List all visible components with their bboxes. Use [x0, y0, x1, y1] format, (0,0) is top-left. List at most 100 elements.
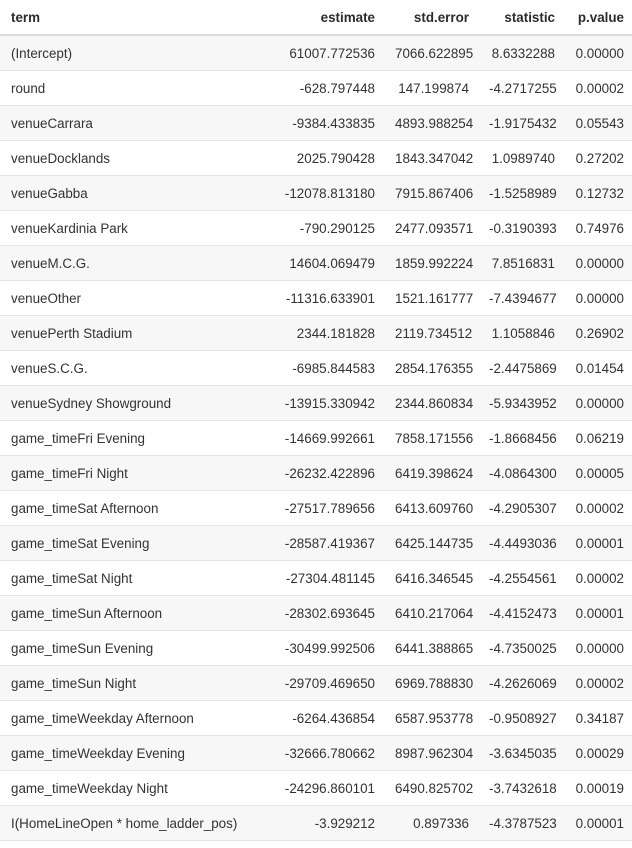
cell-p-value: 0.00019: [565, 770, 632, 806]
table-row: game_timeWeekday Afternoon -6264.436854 65…: [0, 700, 632, 736]
cell-statistic: 1.0989740: [479, 140, 565, 176]
cell-term: game_timeWeekday Afternoon: [0, 700, 268, 736]
cell-statistic: -4.4493036: [479, 525, 565, 561]
cell-term: game_timeSun Night: [0, 665, 268, 701]
cell-std-error: 6416.346545: [385, 560, 479, 596]
cell-estimate: -13915.330942: [268, 385, 385, 421]
cell-estimate: -28587.419367: [268, 525, 385, 561]
table-header-row: term estimate std.error statistic p.valu…: [0, 0, 632, 36]
table-row: venueS.C.G. -6985.844583 2854.176355 -2.447…: [0, 350, 632, 386]
cell-estimate: -28302.693645: [268, 595, 385, 631]
table-row: game_timeWeekday Evening -32666.780662 898…: [0, 735, 632, 771]
cell-term: venueSydney Showground: [0, 385, 268, 421]
cell-term: venueS.C.G.: [0, 350, 268, 386]
cell-p-value: 0.12732: [565, 175, 632, 211]
cell-statistic: -4.4152473: [479, 595, 565, 631]
table-row: venueSydney Showground -13915.330942 2344.…: [0, 385, 632, 421]
cell-statistic: -4.2626069: [479, 665, 565, 701]
table-row: game_timeSat Afternoon -27517.789656 6413.…: [0, 490, 632, 526]
cell-estimate: -27517.789656: [268, 490, 385, 526]
cell-estimate: -29709.469650: [268, 665, 385, 701]
cell-estimate: 2344.181828: [268, 315, 385, 351]
table-row: round -628.797448 147.199874 -4.2717255 0.00…: [0, 70, 632, 106]
column-header-statistic: statistic: [479, 0, 565, 36]
cell-term: venueCarrara: [0, 105, 268, 141]
cell-p-value: 0.00000: [565, 34, 632, 71]
cell-std-error: 6419.398624: [385, 455, 479, 491]
cell-estimate: -30499.992506: [268, 630, 385, 666]
cell-term: game_timeWeekday Night: [0, 770, 268, 806]
cell-std-error: 6969.788830: [385, 665, 479, 701]
cell-p-value: 0.00002: [565, 70, 632, 106]
cell-estimate: -32666.780662: [268, 735, 385, 771]
cell-statistic: -2.4475869: [479, 350, 565, 386]
cell-term: game_timeSat Night: [0, 560, 268, 596]
cell-statistic: -0.9508927: [479, 700, 565, 736]
cell-p-value: 0.00001: [565, 525, 632, 561]
table-row: game_timeFri Evening -14669.992661 7858.17…: [0, 420, 632, 456]
cell-std-error: 6587.953778: [385, 700, 479, 736]
table-row: venueOther -11316.633901 1521.161777 -7.439…: [0, 280, 632, 316]
table-body: (Intercept) 61007.772536 7066.622895 8.6332…: [0, 34, 632, 841]
column-header-std-error: std.error: [385, 0, 479, 36]
cell-estimate: 2025.790428: [268, 140, 385, 176]
cell-statistic: -4.2717255: [479, 70, 565, 106]
cell-term: game_timeSat Afternoon: [0, 490, 268, 526]
column-header-p-value: p.value: [565, 0, 632, 36]
cell-p-value: 0.34187: [565, 700, 632, 736]
cell-term: game_timeSun Afternoon: [0, 595, 268, 631]
cell-p-value: 0.00000: [565, 245, 632, 281]
table-row: venueGabba -12078.813180 7915.867406 -1.525…: [0, 175, 632, 211]
cell-std-error: 7915.867406: [385, 175, 479, 211]
cell-std-error: 1521.161777: [385, 280, 479, 316]
cell-std-error: 1859.992224: [385, 245, 479, 281]
cell-p-value: 0.00002: [565, 490, 632, 526]
cell-term: game_timeWeekday Evening: [0, 735, 268, 771]
cell-std-error: 4893.988254: [385, 105, 479, 141]
cell-statistic: -4.7350025: [479, 630, 565, 666]
cell-std-error: 1843.347042: [385, 140, 479, 176]
cell-term: game_timeFri Evening: [0, 420, 268, 456]
table-row: game_timeSat Evening -28587.419367 6425.14…: [0, 525, 632, 561]
cell-statistic: -4.2554561: [479, 560, 565, 596]
table-row: venuePerth Stadium 2344.181828 2119.734512…: [0, 315, 632, 351]
cell-term: venueKardinia Park: [0, 210, 268, 246]
cell-p-value: 0.01454: [565, 350, 632, 386]
cell-term: venuePerth Stadium: [0, 315, 268, 351]
cell-p-value: 0.00029: [565, 735, 632, 771]
cell-estimate: -12078.813180: [268, 175, 385, 211]
cell-std-error: 8987.962304: [385, 735, 479, 771]
cell-estimate: -9384.433835: [268, 105, 385, 141]
cell-std-error: 147.199874: [385, 70, 479, 106]
cell-std-error: 2477.093571: [385, 210, 479, 246]
cell-p-value: 0.00000: [565, 385, 632, 421]
cell-statistic: 1.1058846: [479, 315, 565, 351]
cell-term: game_timeFri Night: [0, 455, 268, 491]
cell-estimate: -24296.860101: [268, 770, 385, 806]
cell-p-value: 0.00002: [565, 665, 632, 701]
cell-p-value: 0.00000: [565, 280, 632, 316]
cell-term: (Intercept): [0, 34, 268, 71]
cell-p-value: 0.05543: [565, 105, 632, 141]
cell-term: round: [0, 70, 268, 106]
cell-estimate: -11316.633901: [268, 280, 385, 316]
cell-estimate: -27304.481145: [268, 560, 385, 596]
cell-p-value: 0.26902: [565, 315, 632, 351]
cell-statistic: 8.6332288: [479, 34, 565, 71]
table-row: game_timeSun Evening -30499.992506 6441.38…: [0, 630, 632, 666]
cell-statistic: -1.9175432: [479, 105, 565, 141]
cell-std-error: 2854.176355: [385, 350, 479, 386]
table-row: I(HomeLineOpen * home_ladder_pos) -3.9292…: [0, 805, 632, 841]
table-row: venueDocklands 2025.790428 1843.347042 1.09…: [0, 140, 632, 176]
table-row: venueKardinia Park -790.290125 2477.093571…: [0, 210, 632, 246]
cell-std-error: 7858.171556: [385, 420, 479, 456]
cell-term: venueDocklands: [0, 140, 268, 176]
cell-statistic: -3.7432618: [479, 770, 565, 806]
cell-p-value: 0.00005: [565, 455, 632, 491]
table-row: (Intercept) 61007.772536 7066.622895 8.6332…: [0, 34, 632, 71]
cell-p-value: 0.00002: [565, 560, 632, 596]
cell-estimate: -790.290125: [268, 210, 385, 246]
table-row: game_timeSat Night -27304.481145 6416.3465…: [0, 560, 632, 596]
